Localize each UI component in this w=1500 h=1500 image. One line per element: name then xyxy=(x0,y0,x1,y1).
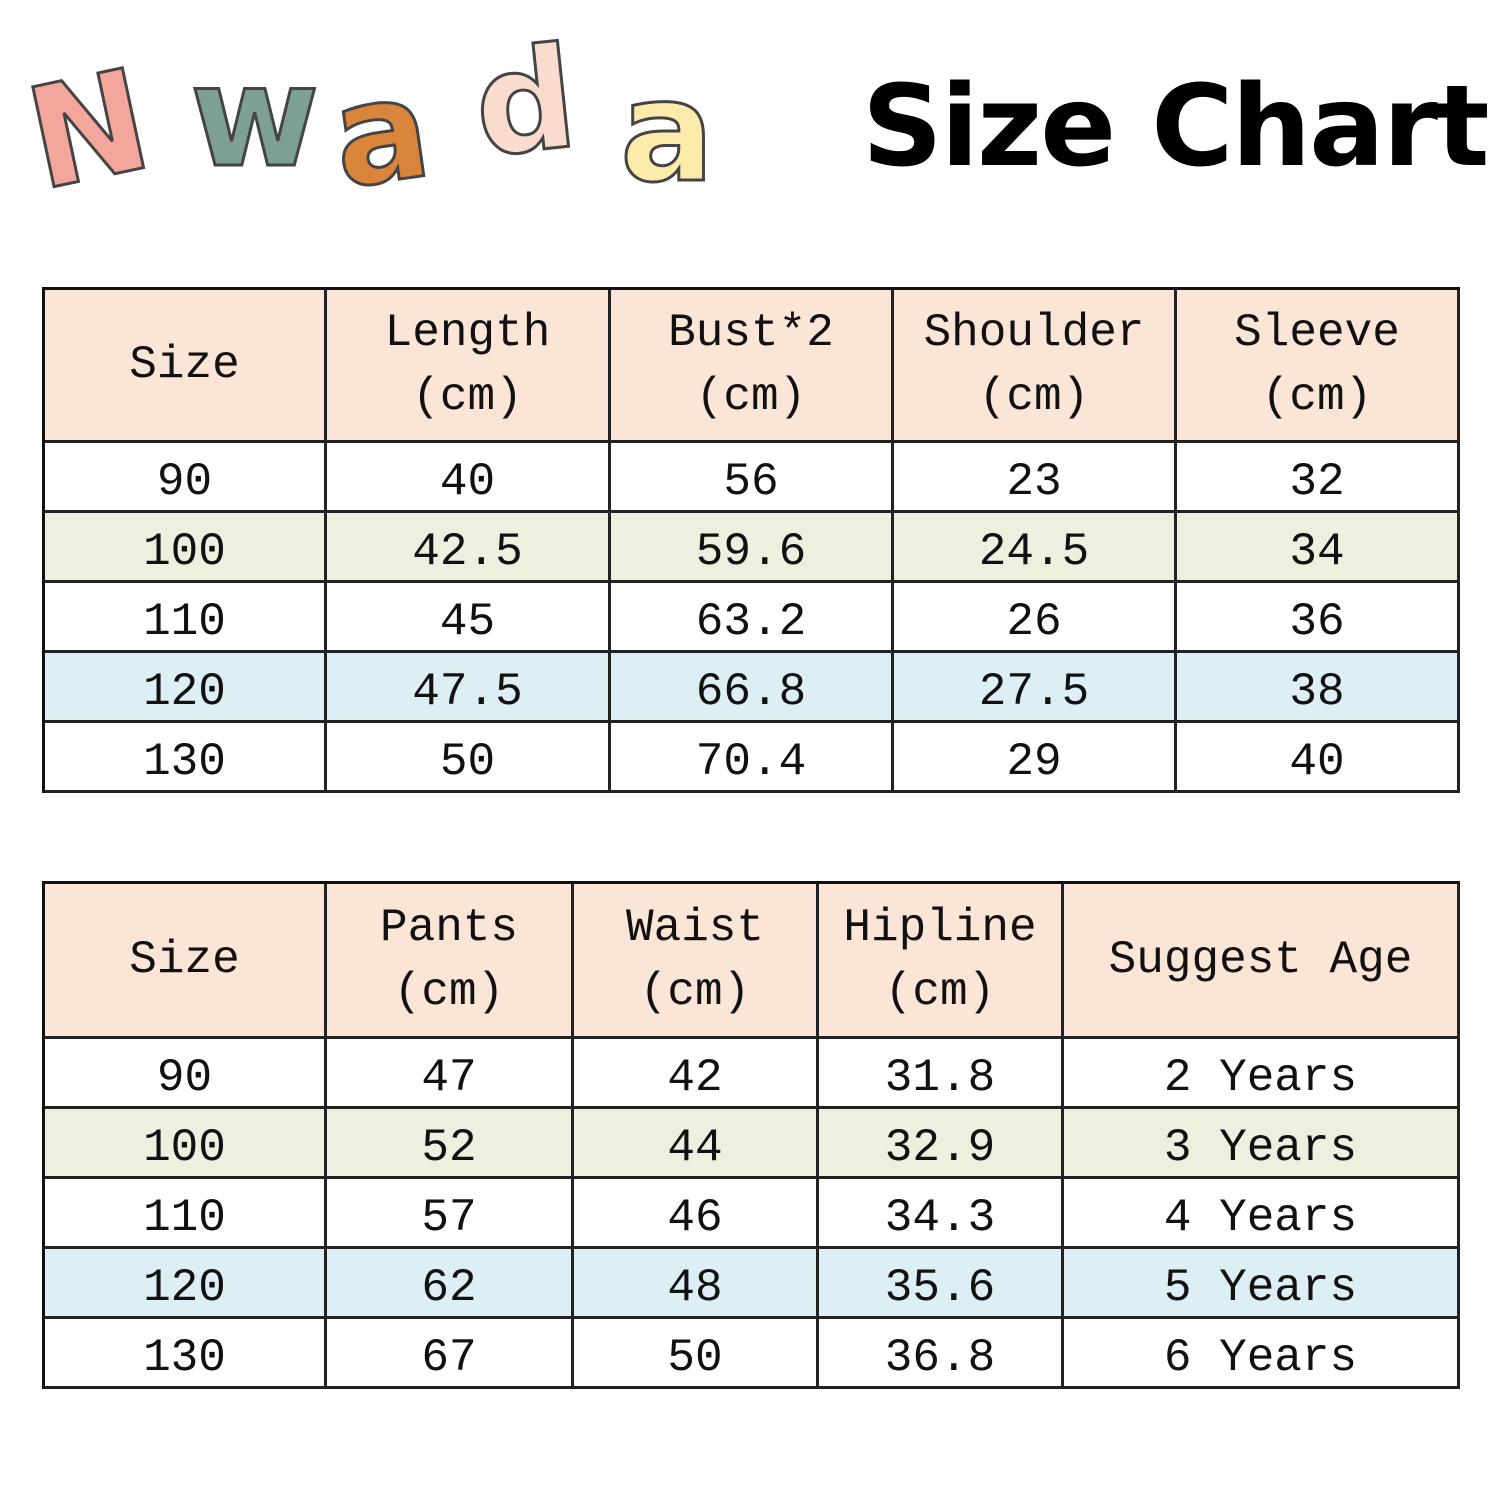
header-text: (cm) xyxy=(412,371,523,423)
logo-letter: w xyxy=(190,36,319,199)
header-text: Shoulder xyxy=(923,307,1145,359)
header-cell: Shoulder (cm) xyxy=(894,290,1177,443)
data-cell: 56 xyxy=(611,443,894,513)
header-text: (cm) xyxy=(884,966,996,1018)
header-cell: Hipline (cm) xyxy=(819,884,1064,1039)
header-text: (cm) xyxy=(978,371,1090,423)
data-cell: 23 xyxy=(894,443,1177,513)
data-cell: 32 xyxy=(1177,443,1460,513)
data-cell: 38 xyxy=(1177,653,1460,723)
header-cell: Waist (cm) xyxy=(574,884,819,1039)
data-cell: 5 Years xyxy=(1064,1249,1460,1319)
logo-letter: a xyxy=(620,51,714,214)
header-text: Pants xyxy=(379,902,519,954)
title: Size Chart xyxy=(862,62,1489,192)
data-cell: 48 xyxy=(574,1249,819,1319)
data-cell: 130 xyxy=(45,723,327,793)
logo: N w a d a xyxy=(13,15,716,224)
header-text: Sleeve xyxy=(1234,307,1400,359)
header-cell: Sleeve (cm) xyxy=(1177,290,1460,443)
header-cell: Size xyxy=(45,290,327,443)
data-cell: 4 Years xyxy=(1064,1179,1460,1249)
data-cell: 40 xyxy=(1177,723,1460,793)
data-cell: 90 xyxy=(45,443,327,513)
data-cell: 29 xyxy=(894,723,1177,793)
header-cell: Suggest Age xyxy=(1064,884,1460,1039)
data-cell: 24.5 xyxy=(894,513,1177,583)
logo-letter: d xyxy=(467,17,584,190)
data-cell: 47 xyxy=(327,1039,574,1109)
data-cell: 31.8 xyxy=(819,1039,1064,1109)
data-cell: 66.8 xyxy=(611,653,894,723)
data-cell: 50 xyxy=(574,1319,819,1389)
data-cell: 32.9 xyxy=(819,1109,1064,1179)
data-cell: 52 xyxy=(327,1109,574,1179)
header-cell: Size xyxy=(45,884,327,1039)
data-cell: 46 xyxy=(574,1179,819,1249)
header-text: Bust*2 xyxy=(668,307,834,359)
data-cell: 36.8 xyxy=(819,1319,1064,1389)
header-text: (cm) xyxy=(639,966,751,1018)
data-cell: 130 xyxy=(45,1319,327,1389)
data-cell: 45 xyxy=(327,583,611,653)
data-cell: 110 xyxy=(45,1179,327,1249)
data-cell: 70.4 xyxy=(611,723,894,793)
data-cell: 100 xyxy=(45,1109,327,1179)
logo-letter: N xyxy=(15,39,164,223)
data-cell: 36 xyxy=(1177,583,1460,653)
data-cell: 3 Years xyxy=(1064,1109,1460,1179)
header-text: (cm) xyxy=(393,966,505,1018)
header-cell: Bust*2 (cm) xyxy=(611,290,894,443)
data-cell: 44 xyxy=(574,1109,819,1179)
size-table: Size Pants (cm) Waist (cm) Hipline (cm) Suggest… xyxy=(42,881,1460,1389)
data-cell: 110 xyxy=(45,583,327,653)
data-cell: 42.5 xyxy=(327,513,611,583)
data-cell: 6 Years xyxy=(1064,1319,1460,1389)
data-cell: 26 xyxy=(894,583,1177,653)
data-cell: 47.5 xyxy=(327,653,611,723)
header-text: Waist xyxy=(625,902,765,954)
data-cell: 100 xyxy=(45,513,327,583)
data-cell: 50 xyxy=(327,723,611,793)
header-text: Hipline xyxy=(843,902,1037,954)
header-text: (cm) xyxy=(1261,371,1373,423)
header-text: Suggest Age xyxy=(1108,934,1413,986)
header-cell: Pants (cm) xyxy=(327,884,574,1039)
data-cell: 42 xyxy=(574,1039,819,1109)
data-cell: 34.3 xyxy=(819,1179,1064,1249)
header-text: (cm) xyxy=(695,371,807,423)
data-cell: 59.6 xyxy=(611,513,894,583)
size-table: Size Length (cm) Bust*2 (cm) Shoulder (cm) Slee… xyxy=(42,287,1460,793)
data-cell: 67 xyxy=(327,1319,574,1389)
header-text: Size xyxy=(129,339,240,391)
data-cell: 34 xyxy=(1177,513,1460,583)
header-cell: Length (cm) xyxy=(327,290,611,443)
logo-letter: a xyxy=(323,46,439,221)
data-cell: 35.6 xyxy=(819,1249,1064,1319)
data-cell: 40 xyxy=(327,443,611,513)
data-cell: 62 xyxy=(327,1249,574,1319)
data-cell: 27.5 xyxy=(894,653,1177,723)
header-text: Size xyxy=(129,934,240,986)
data-cell: 90 xyxy=(45,1039,327,1109)
data-cell: 63.2 xyxy=(611,583,894,653)
data-cell: 2 Years xyxy=(1064,1039,1460,1109)
header-text: Length xyxy=(384,307,551,359)
data-cell: 57 xyxy=(327,1179,574,1249)
data-cell: 120 xyxy=(45,1249,327,1319)
data-cell: 120 xyxy=(45,653,327,723)
